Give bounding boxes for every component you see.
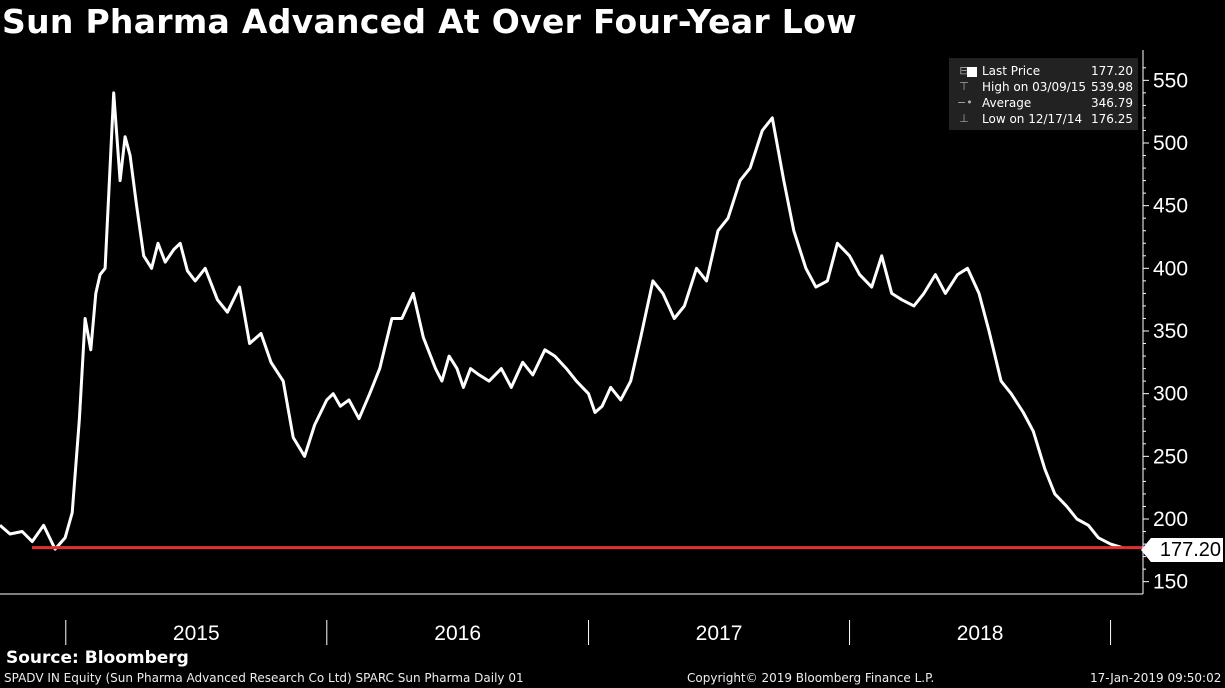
y-tick-label: 250: [1153, 445, 1188, 468]
y-tick-label: 350: [1153, 320, 1188, 343]
minus-square-icon[interactable]: ⊟: [959, 64, 969, 77]
y-tick-label: 450: [1153, 195, 1188, 218]
legend-value-average: 346.79: [1091, 96, 1133, 110]
legend-label-last-price: Last Price: [982, 64, 1041, 78]
plot-area: [0, 91, 1143, 551]
legend-box: ⊟ Last Price 177.20 ⊤ High on 03/09/15 5…: [949, 58, 1138, 130]
average-marker-icon: −•: [957, 96, 973, 109]
legend-value-high: 539.98: [1091, 80, 1133, 94]
legend-row-low: ⊥ Low on 12/17/14 176.25: [949, 112, 1138, 128]
x-tick-label: 2018: [957, 622, 1004, 645]
legend-label-average: Average: [982, 96, 1032, 110]
legend-row-last-price: ⊟ Last Price 177.20: [949, 64, 1138, 80]
source-note: Source: Bloomberg: [6, 648, 189, 668]
last-price-tag: 177.20: [1141, 538, 1223, 562]
x-tick-label: 2015: [173, 622, 220, 645]
footer-security-info: SPADV IN Equity (Sun Pharma Advanced Res…: [4, 671, 524, 685]
legend-value-last-price: 177.20: [1091, 64, 1133, 78]
legend-row-high: ⊤ High on 03/09/15 539.98: [949, 80, 1138, 96]
price-line: [0, 91, 1123, 551]
legend-label-high: High on 03/09/15: [982, 80, 1087, 94]
y-tick-label: 200: [1153, 508, 1188, 531]
low-marker-icon: ⊥: [959, 112, 969, 125]
legend-swatch: [967, 67, 977, 77]
legend-row-average: −• Average 346.79: [949, 96, 1138, 112]
axes: 150 200 250 300 350 400 450 500 550 2015 2016 2017 2…: [0, 50, 1188, 645]
y-tick-label: 300: [1153, 383, 1188, 406]
high-marker-icon: ⊤: [959, 80, 969, 93]
footer-copyright: Copyright© 2019 Bloomberg Finance L.P.: [687, 671, 935, 685]
y-tick-label: 500: [1153, 132, 1188, 155]
footer-timestamp: 17-Jan-2019 09:50:02: [1090, 671, 1222, 685]
x-tick-label: 2017: [696, 622, 743, 645]
y-tick-label: 150: [1153, 571, 1188, 594]
legend-value-low: 176.25: [1091, 112, 1133, 126]
chart-title: Sun Pharma Advanced At Over Four-Year Lo…: [2, 2, 857, 41]
y-tick-label: 550: [1153, 69, 1188, 92]
x-tick-label: 2016: [434, 622, 481, 645]
y-tick-label: 400: [1153, 257, 1188, 280]
legend-label-low: Low on 12/17/14: [982, 112, 1083, 126]
